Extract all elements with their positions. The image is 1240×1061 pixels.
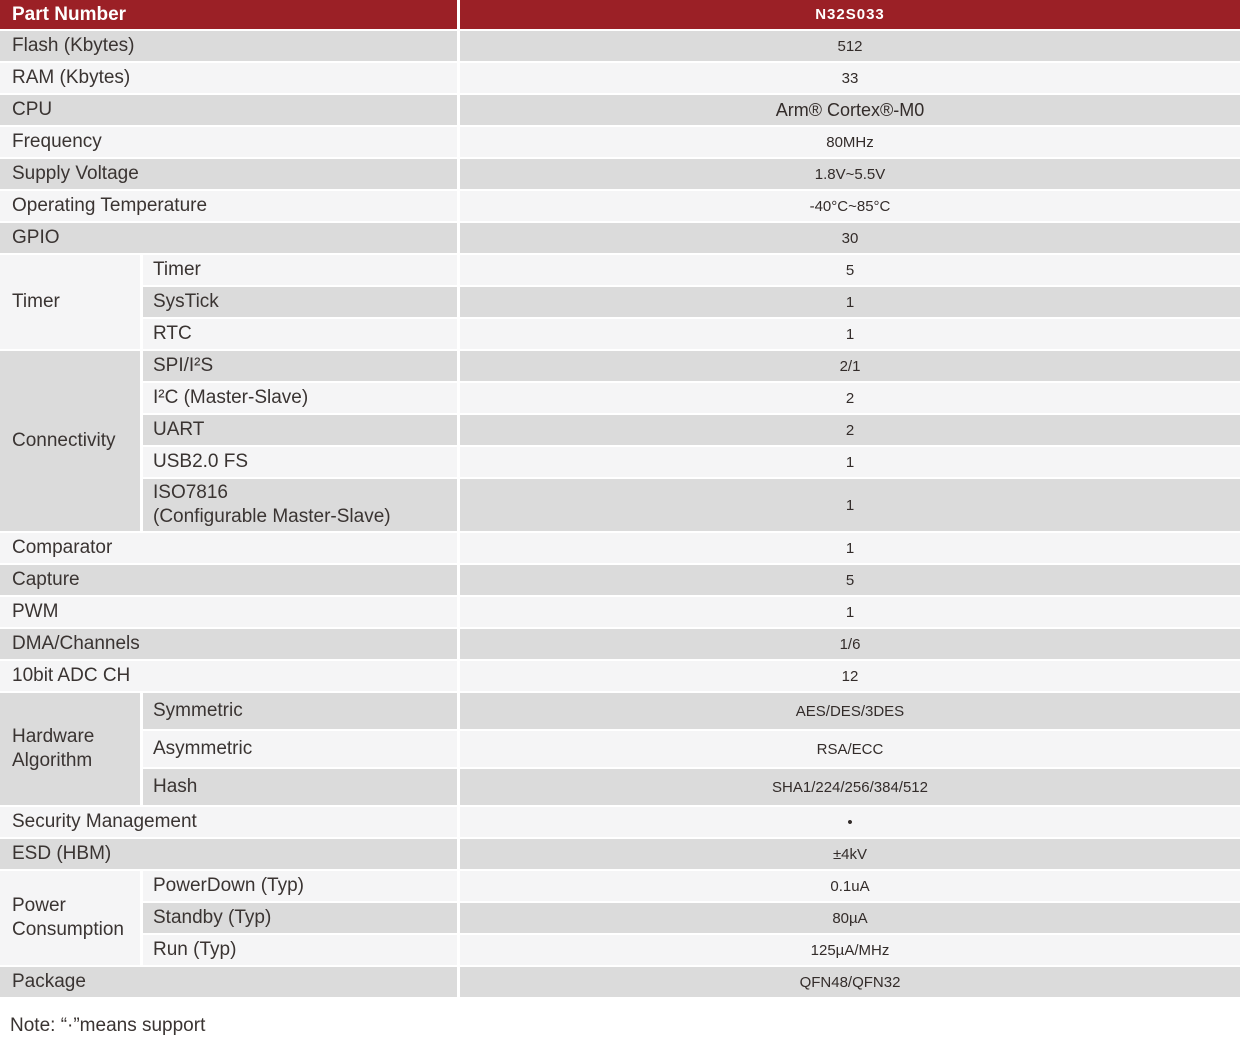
row-label-supply-voltage: Supply Voltage [0, 159, 460, 191]
table-row: RTC 1 [0, 319, 1240, 351]
table-row: GPIO 30 [0, 223, 1240, 255]
row-value-comparator: 1 [460, 533, 1240, 565]
row-label-package: Package [0, 967, 460, 999]
table-row: RAM (Kbytes) 33 [0, 63, 1240, 95]
row-label-i2c: I²C (Master-Slave) [143, 383, 460, 415]
row-value-operating-temperature: -40°C~85°C [460, 191, 1240, 223]
row-label-hash: Hash [143, 769, 460, 807]
header-product-name: N32S033 [460, 0, 1240, 31]
row-value-security: • [460, 807, 1240, 839]
row-label-operating-temperature: Operating Temperature [0, 191, 460, 223]
row-label-systick: SysTick [143, 287, 460, 319]
table-header-row: Part Number N32S033 [0, 0, 1240, 31]
row-value-frequency: 80MHz [460, 127, 1240, 159]
row-value-package: QFN48/QFN32 [460, 967, 1240, 999]
table-row: Run (Typ) 125µA/MHz [0, 935, 1240, 967]
row-label-adc: 10bit ADC CH [0, 661, 460, 693]
row-label-capture: Capture [0, 565, 460, 597]
table-row: Package QFN48/QFN32 [0, 967, 1240, 999]
table-row: Operating Temperature -40°C~85°C [0, 191, 1240, 223]
table-row: Frequency 80MHz [0, 127, 1240, 159]
row-label-rtc: RTC [143, 319, 460, 351]
row-label-standby: Standby (Typ) [143, 903, 460, 935]
table-row: Timer Timer 5 [0, 255, 1240, 351]
table-row: ISO7816 (Configurable Master-Slave) 1 [0, 479, 1240, 533]
footnote: Note: “·”means support [10, 1015, 206, 1036]
row-label-powerdown: PowerDown (Typ) [143, 871, 460, 903]
row-label-ram: RAM (Kbytes) [0, 63, 460, 95]
table-row: 10bit ADC CH 12 [0, 661, 1240, 693]
table-row: PWM 1 [0, 597, 1240, 629]
row-value-i2c: 2 [460, 383, 1240, 415]
row-value-supply-voltage: 1.8V~5.5V [460, 159, 1240, 191]
group-label-timer: Timer [0, 255, 143, 351]
row-value-hash: SHA1/224/256/384/512 [460, 769, 1240, 807]
table-row: Security Management • [0, 807, 1240, 839]
row-label-uart: UART [143, 415, 460, 447]
table-row: UART 2 [0, 415, 1240, 447]
row-value-cpu: Arm® Cortex®-M0 [460, 95, 1240, 127]
table-row: I²C (Master-Slave) 2 [0, 383, 1240, 415]
row-label-dma: DMA/Channels [0, 629, 460, 661]
row-value-systick: 1 [460, 287, 1240, 319]
row-value-ram: 33 [460, 63, 1240, 95]
group-label-hardware-algorithm: Hardware Algorithm [0, 693, 143, 807]
row-value-dma: 1/6 [460, 629, 1240, 661]
row-value-powerdown: 0.1uA [460, 871, 1240, 903]
row-value-adc: 12 [460, 661, 1240, 693]
row-value-uart: 2 [460, 415, 1240, 447]
row-value-usb: 1 [460, 447, 1240, 479]
table-row: Supply Voltage 1.8V~5.5V [0, 159, 1240, 191]
row-value-symmetric: AES/DES/3DES [460, 693, 1240, 731]
group-label-power-consumption: Power Consumption [0, 871, 143, 967]
spec-table: Part Number N32S033 Flash (Kbytes) 512 R… [0, 0, 1240, 999]
row-label-symmetric: Symmetric [143, 693, 460, 731]
table-row: CPU Arm® Cortex®-M0 [0, 95, 1240, 127]
row-label-asymmetric: Asymmetric [143, 731, 460, 769]
table-row: Capture 5 [0, 565, 1240, 597]
table-row: SysTick 1 [0, 287, 1240, 319]
row-value-rtc: 1 [460, 319, 1240, 351]
row-label-timer: Timer [143, 255, 460, 287]
row-value-run: 125µA/MHz [460, 935, 1240, 967]
row-label-flash: Flash (Kbytes) [0, 31, 460, 63]
row-value-iso7816: 1 [460, 479, 1240, 533]
row-value-esd: ±4kV [460, 839, 1240, 871]
row-value-gpio: 30 [460, 223, 1240, 255]
row-label-pwm: PWM [0, 597, 460, 629]
row-label-iso7816: ISO7816 (Configurable Master-Slave) [143, 479, 460, 533]
row-label-spi-i2s: SPI/I²S [143, 351, 460, 383]
table-row: Power Consumption PowerDown (Typ) 0.1uA [0, 871, 1240, 967]
row-label-usb: USB2.0 FS [143, 447, 460, 479]
table-row: Standby (Typ) 80µA [0, 903, 1240, 935]
row-value-capture: 5 [460, 565, 1240, 597]
row-value-asymmetric: RSA/ECC [460, 731, 1240, 769]
row-label-security: Security Management [0, 807, 460, 839]
table-row: USB2.0 FS 1 [0, 447, 1240, 479]
table-row: Flash (Kbytes) 512 [0, 31, 1240, 63]
row-label-cpu: CPU [0, 95, 460, 127]
table-row: ESD (HBM) ±4kV [0, 839, 1240, 871]
row-label-gpio: GPIO [0, 223, 460, 255]
row-label-frequency: Frequency [0, 127, 460, 159]
table-row: Comparator 1 [0, 533, 1240, 565]
table-row: Connectivity SPI/I²S 2/1 [0, 351, 1240, 533]
group-label-connectivity: Connectivity [0, 351, 143, 533]
row-value-pwm: 1 [460, 597, 1240, 629]
row-label-run: Run (Typ) [143, 935, 460, 967]
row-value-spi-i2s: 2/1 [460, 351, 1240, 383]
row-value-timer: 5 [460, 255, 1240, 287]
table-row: DMA/Channels 1/6 [0, 629, 1240, 661]
table-row: Asymmetric RSA/ECC [0, 731, 1240, 769]
row-value-flash: 512 [460, 31, 1240, 63]
row-label-esd: ESD (HBM) [0, 839, 460, 871]
row-label-comparator: Comparator [0, 533, 460, 565]
table-row: Hash SHA1/224/256/384/512 [0, 769, 1240, 807]
header-part-number: Part Number [0, 0, 460, 31]
row-value-standby: 80µA [460, 903, 1240, 935]
table-row: Hardware Algorithm Symmetric AES/DES/3DE… [0, 693, 1240, 807]
